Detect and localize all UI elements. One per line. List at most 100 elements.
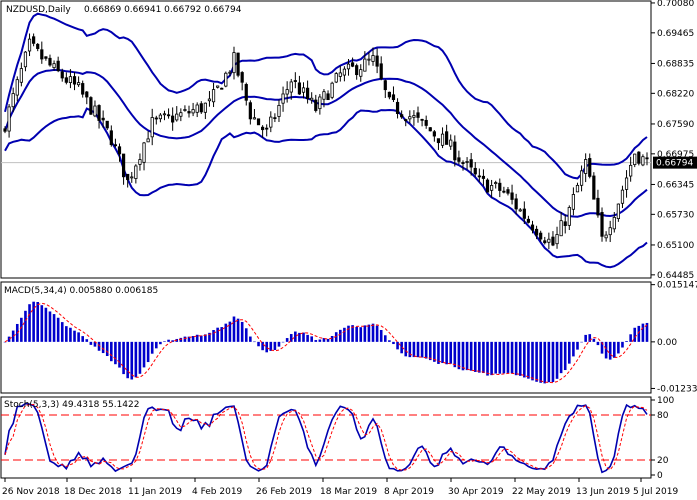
candle (203, 102, 207, 120)
macd-bar (494, 341, 498, 374)
stoch-tick-label: 100 (657, 396, 674, 406)
macd-bar (326, 338, 330, 342)
macd-bar (273, 341, 277, 351)
time-tick-label: 30 Apr 2019 (448, 487, 504, 497)
candle (559, 211, 563, 237)
macd-bar (359, 327, 363, 342)
macd-bar (334, 332, 338, 342)
candle (629, 156, 633, 182)
candle-body (645, 157, 649, 160)
candle (23, 51, 28, 72)
candle (191, 102, 195, 117)
macd-bar (249, 336, 252, 342)
candle-body (252, 117, 257, 120)
macd-bar (343, 327, 346, 342)
candle-body (248, 102, 252, 120)
candle (620, 185, 625, 209)
candle-body (375, 55, 379, 67)
candle (624, 170, 629, 198)
candle (36, 42, 40, 52)
candle-body (187, 111, 191, 114)
candle-body (113, 144, 118, 147)
macd-bar (44, 307, 48, 342)
macd-bar (547, 341, 551, 383)
candle-body (518, 209, 522, 212)
candle-body (355, 65, 359, 76)
candle (101, 110, 105, 128)
macd-bar (347, 325, 350, 342)
macd-bar (478, 341, 481, 373)
candle-body (387, 91, 391, 98)
macd-bar (424, 341, 428, 359)
candle (285, 81, 289, 103)
candle (281, 86, 285, 112)
candle (477, 168, 481, 182)
candle-body (502, 190, 506, 193)
candle-body (97, 105, 101, 121)
macd-bar (527, 341, 530, 379)
macd-bar (383, 335, 387, 342)
candle (461, 160, 465, 171)
candle (518, 208, 522, 212)
macd-bar (289, 334, 293, 342)
candle-body (547, 238, 551, 243)
price-tick-label: 0.68835 (657, 59, 694, 69)
macd-bar (535, 341, 538, 382)
macd-bar (89, 341, 93, 345)
candle-body (297, 82, 302, 95)
macd-bar (199, 335, 203, 342)
macd-pane[interactable] (3, 301, 649, 384)
candle (318, 94, 322, 115)
candle-body (105, 120, 109, 129)
macd-bar (28, 304, 31, 342)
candle-body (48, 57, 52, 66)
candle (130, 171, 134, 183)
candle-body (244, 84, 248, 101)
macd-bar (134, 341, 138, 378)
macd-bar (306, 334, 309, 342)
macd-bar (518, 341, 522, 376)
candle (412, 110, 416, 126)
candle-body (412, 115, 416, 118)
candle-body (400, 114, 404, 118)
candle (534, 225, 539, 240)
candle (608, 220, 612, 243)
candle (453, 135, 457, 167)
candle-body (526, 218, 531, 223)
candle-body (228, 71, 232, 74)
candle-body (199, 103, 203, 113)
macd-bar (392, 341, 395, 345)
price-pane[interactable] (1, 12, 651, 269)
candle (138, 153, 142, 171)
candle (514, 193, 518, 215)
candle-body (216, 85, 220, 88)
macd-bar (216, 327, 219, 342)
candle-body (265, 127, 269, 130)
time-tick-label: 26 Nov 2018 (2, 487, 60, 497)
candle-body (256, 118, 261, 126)
macd-bar (506, 341, 510, 373)
candle-body (539, 232, 543, 240)
candle (269, 111, 273, 133)
candle-body (77, 82, 81, 86)
candle (400, 110, 404, 119)
candle-body (543, 240, 547, 244)
candle-body (514, 198, 518, 210)
candle (27, 33, 32, 57)
candle (171, 107, 175, 131)
macd-bar (77, 332, 80, 342)
time-axis: 26 Nov 2018 18 Dec 2018 11 Jan 2019 4 Feb 2… (2, 478, 678, 497)
macd-bar (318, 339, 322, 342)
candle (367, 52, 371, 66)
macd-bar (355, 326, 358, 342)
candle (68, 69, 73, 89)
candle-body (68, 76, 73, 83)
candle-body (7, 106, 11, 132)
candle (391, 86, 396, 103)
stochastic-pane[interactable] (1, 402, 651, 474)
candle (473, 162, 477, 177)
macd-bar (568, 341, 571, 364)
price-tick-label: 0.64485 (657, 271, 694, 281)
